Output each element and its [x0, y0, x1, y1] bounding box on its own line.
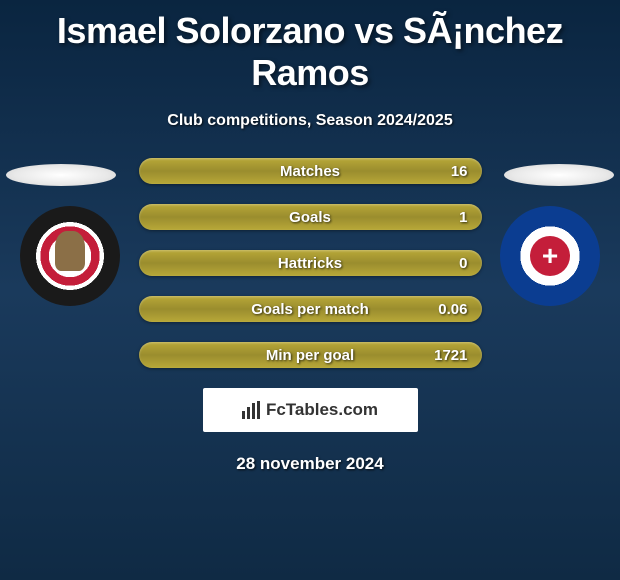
stat-label: Min per goal	[153, 347, 468, 364]
stat-bar-hattricks: Hattricks 0	[139, 250, 482, 276]
stat-value: 1	[459, 209, 467, 226]
stat-label: Hattricks	[153, 255, 468, 272]
stat-bar-mpg: Min per goal 1721	[139, 342, 482, 368]
stat-bar-goals: Goals 1	[139, 204, 482, 230]
stat-value: 0	[459, 255, 467, 272]
stat-value: 16	[451, 163, 468, 180]
page-title: Ismael Solorzano vs SÃ¡nchez Ramos	[0, 0, 620, 94]
club-logo-left	[20, 206, 120, 306]
club-logo-right	[500, 206, 600, 306]
stat-label: Goals per match	[153, 301, 468, 318]
stat-label: Goals	[153, 209, 468, 226]
stat-value: 0.06	[438, 301, 467, 318]
stat-label: Matches	[153, 163, 468, 180]
stat-bar-matches: Matches 16	[139, 158, 482, 184]
fctables-branding[interactable]: FcTables.com	[203, 388, 418, 432]
chart-icon	[242, 401, 260, 419]
subtitle: Club competitions, Season 2024/2025	[0, 112, 620, 130]
stats-container: Matches 16 Goals 1 Hattricks 0 Goals per…	[139, 158, 482, 368]
player-oval-left	[6, 164, 116, 186]
stat-value: 1721	[434, 347, 467, 364]
date-text: 28 november 2024	[0, 454, 620, 474]
branding-text: FcTables.com	[266, 400, 378, 420]
content-area: Matches 16 Goals 1 Hattricks 0 Goals per…	[0, 158, 620, 474]
player-oval-right	[504, 164, 614, 186]
stat-bar-gpm: Goals per match 0.06	[139, 296, 482, 322]
